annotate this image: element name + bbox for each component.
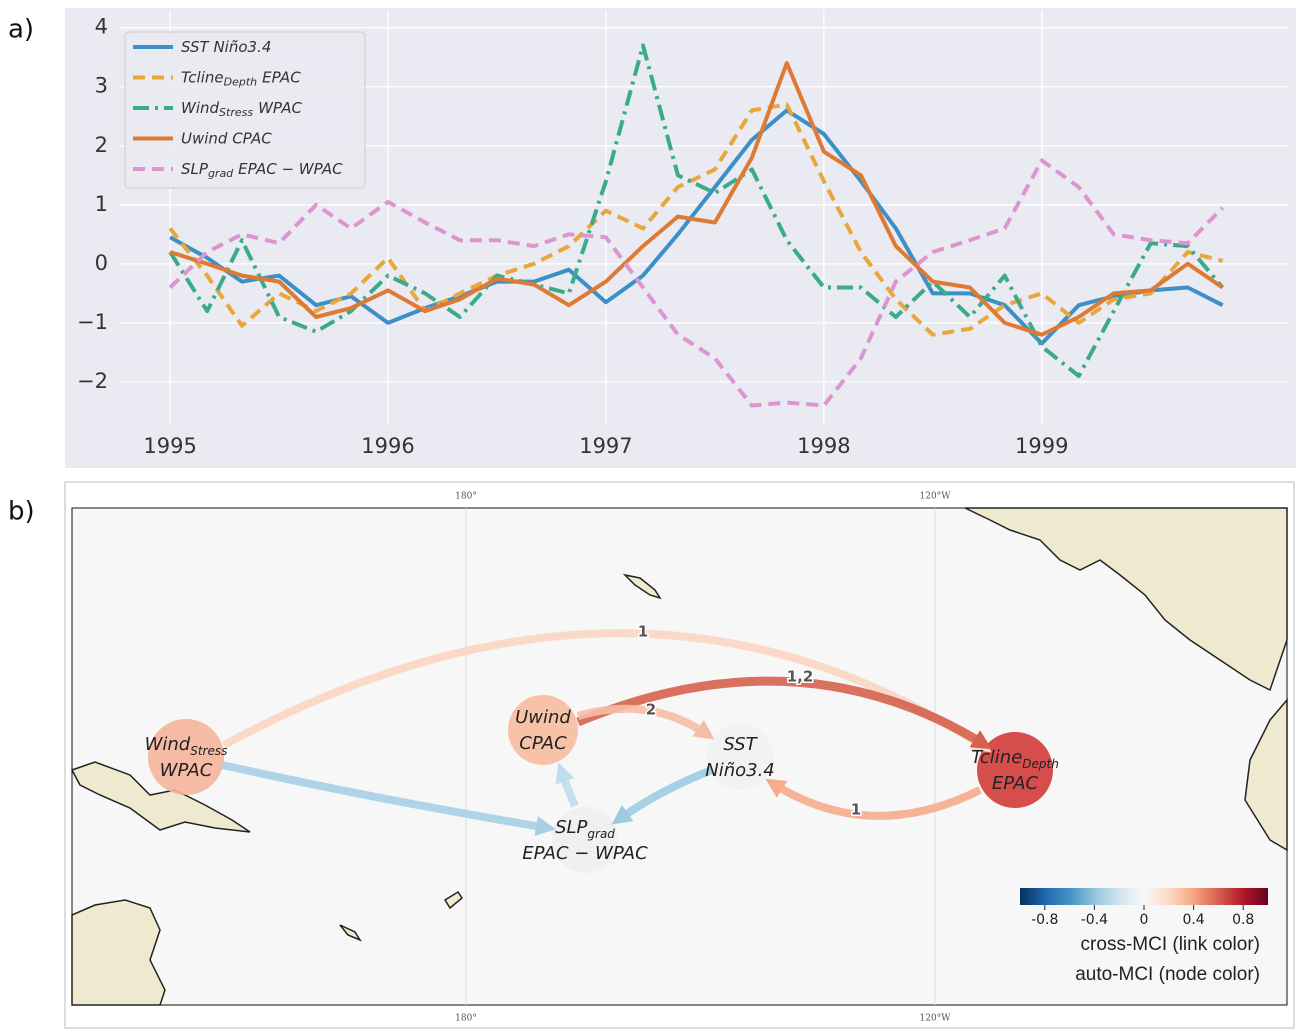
series-line (168, 43, 1225, 378)
y-tick-label: −2 (77, 369, 108, 393)
node-label: SST (723, 734, 758, 755)
node-subscript: Depth (1022, 757, 1059, 771)
node-name: SST (723, 734, 758, 755)
link (576, 704, 715, 740)
panel-label: a) (8, 15, 34, 45)
node-label: TclineDepth (971, 747, 1059, 771)
legend-name: Wind (181, 99, 220, 117)
longitude-label: 120°W (920, 492, 952, 502)
legend-suffix: EPAC − WPAC (238, 160, 343, 178)
legend-suffix: EPAC (262, 68, 301, 86)
legend-label: SLPgrad EPAC − WPAC (181, 160, 343, 181)
legend-subscript: grad (208, 167, 234, 180)
node-name: Wind (145, 734, 191, 755)
x-tick-label: 1998 (797, 434, 850, 458)
node (977, 732, 1053, 808)
longitude-label: 120°W (920, 1014, 952, 1024)
series-line (168, 102, 1224, 337)
node-subscript: Stress (190, 744, 227, 758)
node-label: CPAC (519, 733, 567, 754)
panel-label: b) (8, 497, 35, 527)
legend-label: WindStress WPAC (181, 99, 302, 120)
longitude-label: 180° (455, 1014, 477, 1024)
colorbar-caption: auto-MCI (node color) (1075, 964, 1260, 985)
node-name: Uwind (515, 707, 571, 728)
legend-name: Uwind CPAC (181, 129, 272, 147)
legend-name: SST Niño3.4 (181, 38, 271, 56)
y-tick-label: 1 (95, 192, 108, 216)
node-label: SLPgrad (555, 817, 615, 841)
link (765, 778, 982, 820)
link (221, 761, 556, 836)
link-label: 1,2 (787, 668, 814, 686)
colorbar-caption: cross-MCI (link color) (1081, 934, 1260, 955)
node (148, 719, 224, 795)
legend-suffix: WPAC (258, 99, 302, 117)
legend-label: SST Niño3.4 (181, 38, 271, 56)
map-grid (465, 508, 936, 1005)
y-tick-label: 3 (95, 74, 108, 98)
map (71, 507, 1288, 1006)
colorbar-tick-label: -0.8 (1031, 912, 1058, 928)
node-subscript: grad (587, 827, 615, 841)
legend-box (124, 31, 366, 189)
colorbar-tick-label: -0.4 (1081, 912, 1108, 928)
node-label: EPAC − WPAC (522, 843, 648, 864)
node-label: WPAC (160, 760, 213, 781)
y-tick-label: −1 (77, 310, 108, 334)
link-label: 1 (638, 623, 648, 641)
link-label: 2 (646, 701, 656, 719)
colorbar (1020, 888, 1268, 905)
land (70, 507, 1288, 1006)
colorbar-tick-label: 0.8 (1232, 912, 1254, 928)
x-tick-label: 1996 (361, 434, 414, 458)
node-name: Tcline (971, 747, 1022, 768)
series-line (168, 158, 1225, 408)
colorbar-tick-label: 0 (1140, 912, 1149, 928)
node-label: Uwind (515, 707, 571, 728)
node-label: EPAC (992, 773, 1039, 794)
y-tick-label: 2 (95, 133, 108, 157)
node-name: SLP (555, 817, 587, 838)
longitude-label: 180° (455, 492, 477, 502)
x-tick-label: 1997 (579, 434, 632, 458)
legend-subscript: Stress (219, 106, 253, 119)
x-tick-label: 1995 (143, 434, 196, 458)
node-label: Niño3.4 (705, 760, 775, 781)
node (552, 807, 618, 873)
legend-subscript: Depth (224, 76, 258, 89)
link (222, 629, 992, 753)
legend-label: TclineDepth EPAC (181, 68, 301, 89)
legend-label: Uwind CPAC (181, 129, 272, 147)
x-tick-label: 1999 (1015, 434, 1068, 458)
y-tick-label: 4 (95, 15, 108, 39)
node-label: WindStress (145, 734, 228, 758)
legend-name: Tcline (181, 68, 224, 86)
y-tick-label: 0 (95, 251, 108, 275)
legend-name: SLP (181, 160, 209, 178)
link (555, 762, 579, 808)
node (707, 724, 773, 790)
link-label: 1 (851, 801, 861, 819)
node (508, 695, 578, 765)
link (611, 766, 714, 825)
link (576, 676, 992, 750)
series-line (169, 108, 1224, 346)
series-line (169, 61, 1224, 337)
colorbar-tick-label: 0.4 (1182, 912, 1204, 928)
